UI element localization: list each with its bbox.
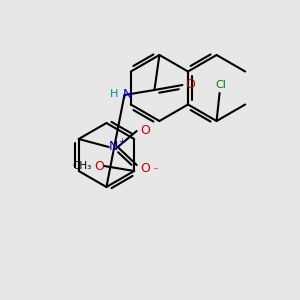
Text: O: O	[185, 79, 195, 92]
Text: +: +	[118, 137, 125, 146]
Text: O: O	[140, 161, 150, 175]
Text: N: N	[123, 88, 132, 100]
Text: O: O	[140, 124, 150, 137]
Text: Cl: Cl	[215, 80, 226, 90]
Text: H: H	[110, 89, 118, 99]
Text: CH₃: CH₃	[73, 161, 92, 171]
Text: ⁻: ⁻	[152, 166, 158, 176]
Text: N: N	[109, 140, 118, 154]
Text: O: O	[94, 160, 104, 172]
